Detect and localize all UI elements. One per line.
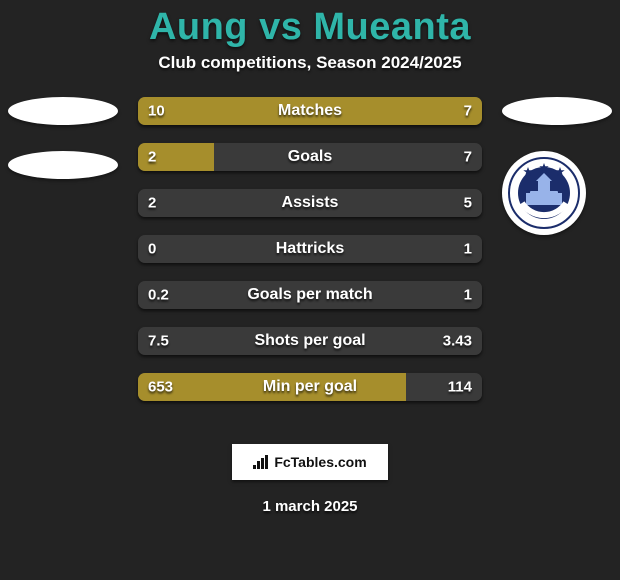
right-club-badge (502, 151, 586, 235)
row-value-right: 114 (448, 379, 472, 396)
row-value-left: 0.2 (148, 287, 169, 304)
bars-icon (253, 455, 271, 469)
left-player-crests (8, 97, 118, 205)
left-club-placeholder (8, 151, 118, 179)
comparison-row: Goals per match0.2 1 (138, 281, 482, 309)
page-title: Aung vs Mueanta (0, 6, 620, 49)
row-label: Shots per goal (138, 332, 482, 350)
comparison-row: Assists2 5 (138, 189, 482, 217)
left-flag-placeholder (8, 97, 118, 125)
row-value-left: 2 (148, 149, 156, 166)
row-label: Hattricks (138, 240, 482, 258)
row-label: Matches (138, 102, 482, 120)
comparison-row: Min per goal653 114 (138, 373, 482, 401)
right-player-crests (502, 97, 612, 235)
row-value-left: 2 (148, 195, 156, 212)
row-label: Goals per match (138, 286, 482, 304)
row-label: Assists (138, 194, 482, 212)
club-badge-icon (508, 157, 580, 229)
comparison-row: Goals2 7 (138, 143, 482, 171)
comparison-row: Hattricks0 1 (138, 235, 482, 263)
row-value-right: 7 (464, 103, 472, 120)
row-value-right: 1 (464, 287, 472, 304)
row-label: Goals (138, 148, 482, 166)
row-value-left: 10 (148, 103, 165, 120)
row-value-right: 5 (464, 195, 472, 212)
comparison-rows: Matches107Goals27Assists25Hattricks01Goa… (138, 97, 482, 419)
row-value-left: 653 (148, 379, 173, 396)
comparison-row: Matches10 7 (138, 97, 482, 125)
comparison-row: Shots per goal7.5 3.43 (138, 327, 482, 355)
row-value-right: 3.43 (443, 333, 472, 350)
footer-brand-text: FcTables.com (274, 454, 366, 470)
row-value-right: 1 (464, 241, 472, 258)
chart-date: 1 march 2025 (0, 498, 620, 515)
footer-brand: FcTables.com (232, 444, 388, 480)
row-value-right: 7 (464, 149, 472, 166)
row-value-left: 7.5 (148, 333, 169, 350)
right-flag-placeholder (502, 97, 612, 125)
row-label: Min per goal (138, 378, 482, 396)
row-value-left: 0 (148, 241, 156, 258)
subtitle: Club competitions, Season 2024/2025 (0, 53, 620, 73)
